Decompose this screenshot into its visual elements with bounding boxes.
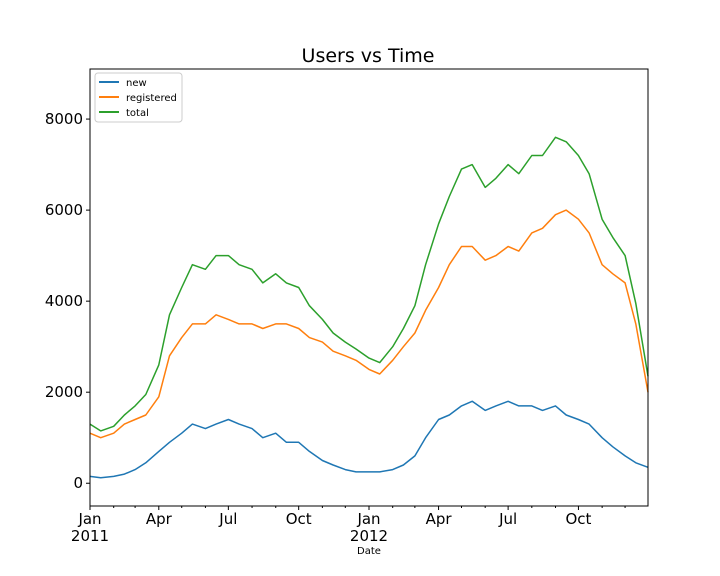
y-axis: 0 2000 4000 6000 8000 bbox=[45, 110, 90, 492]
series-line-total bbox=[89, 136, 649, 432]
legend: new registered total bbox=[94, 72, 183, 123]
legend-label-total: total bbox=[126, 108, 149, 119]
x-tick-label: Jan bbox=[77, 510, 101, 528]
x-tick-label: Apr bbox=[146, 510, 173, 528]
series-lines bbox=[89, 136, 649, 479]
legend-label-registered: registered bbox=[126, 93, 177, 104]
x-tick-label: Jan bbox=[356, 510, 380, 528]
y-tick-label: 6000 bbox=[45, 201, 83, 219]
y-tick-label: 0 bbox=[73, 474, 83, 492]
y-tick-label: 4000 bbox=[45, 292, 83, 310]
x-tick-year-label: 2011 bbox=[71, 527, 109, 545]
series-line-new bbox=[89, 400, 649, 479]
legend-label-new: new bbox=[126, 78, 147, 89]
legend-box bbox=[94, 72, 183, 123]
y-tick-label: 8000 bbox=[45, 110, 83, 128]
series-line-registered bbox=[89, 209, 649, 439]
x-tick-year-label: 2012 bbox=[350, 527, 388, 545]
x-axis-label: Date bbox=[357, 546, 381, 557]
x-tick-label: Oct bbox=[286, 510, 312, 528]
plot-frame bbox=[89, 68, 649, 507]
chart-title: Users vs Time bbox=[302, 45, 435, 67]
x-tick-label: Apr bbox=[426, 510, 453, 528]
x-tick-label: Jul bbox=[218, 510, 237, 528]
x-tick-label: Oct bbox=[565, 510, 591, 528]
plot-area bbox=[89, 136, 649, 479]
y-tick-label: 2000 bbox=[45, 383, 83, 401]
x-tick-label: Jul bbox=[498, 510, 517, 528]
